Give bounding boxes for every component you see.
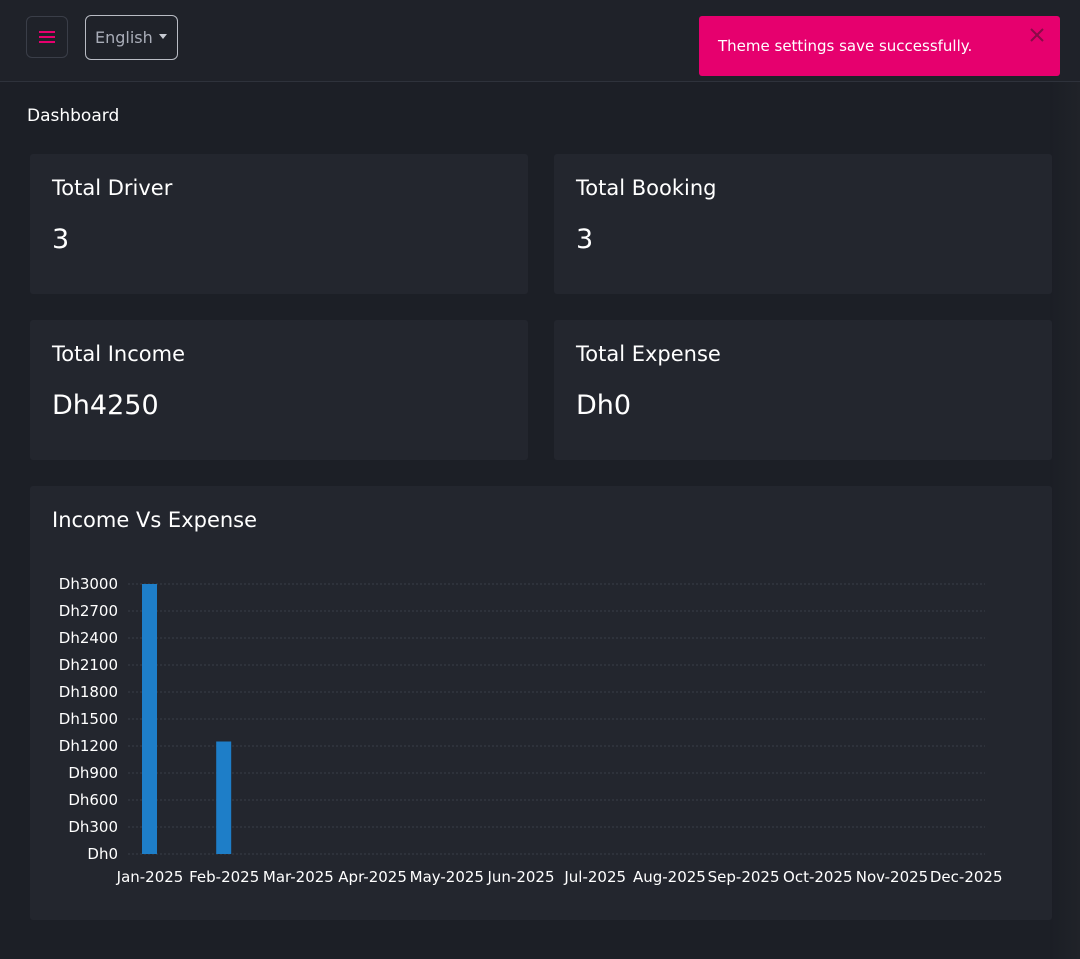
close-icon[interactable] [1028,26,1046,44]
y-tick-label: Dh1200 [59,737,118,755]
x-tick-label: Jul-2025 [563,868,626,886]
stat-label: Total Driver [52,176,173,200]
y-tick-label: Dh3000 [59,575,118,593]
stat-value: 3 [576,224,594,255]
y-tick-label: Dh2100 [59,656,118,674]
toast-message: Theme settings save successfully. [718,37,973,55]
x-tick-label: Jun-2025 [486,868,554,886]
x-tick-label: Sep-2025 [708,868,780,886]
caret-down-icon [159,34,167,39]
stat-label: Total Income [52,342,185,366]
stat-card-total-income: Total Income Dh4250 [30,320,528,460]
x-tick-label: Nov-2025 [856,868,928,886]
stat-card-total-booking: Total Booking 3 [554,154,1052,294]
y-tick-label: Dh1500 [59,710,118,728]
x-tick-label: Jan-2025 [116,868,184,886]
stat-value: Dh4250 [52,390,159,421]
stat-card-total-expense: Total Expense Dh0 [554,320,1052,460]
x-tick-label: Feb-2025 [189,868,259,886]
hamburger-menu-icon [39,31,55,43]
y-tick-label: Dh1800 [59,683,118,701]
bar-jan-2025[interactable] [142,584,157,854]
x-tick-label: May-2025 [410,868,484,886]
x-tick-label: Aug-2025 [633,868,706,886]
language-select[interactable]: English [85,15,178,60]
stat-label: Total Booking [576,176,717,200]
y-tick-label: Dh600 [68,791,118,809]
bar-feb-2025[interactable] [216,741,232,855]
y-tick-label: Dh2700 [59,602,118,620]
stat-card-total-driver: Total Driver 3 [30,154,528,294]
stat-value: Dh0 [576,390,632,421]
side-shade [1050,82,1080,959]
x-tick-label: Apr-2025 [338,868,407,886]
page-title: Dashboard [27,106,120,126]
x-tick-label: Mar-2025 [263,868,334,886]
y-tick-label: Dh300 [68,818,118,836]
y-tick-label: Dh900 [68,764,118,782]
y-tick-label: Dh0 [87,845,118,863]
stat-value: 3 [52,224,70,255]
income-expense-chart-card: Income Vs Expense Dh0 Dh300 Dh600 Dh900 Dh12… [30,486,1052,920]
success-toast: Theme settings save successfully. [699,16,1060,76]
income-expense-chart: Dh0 Dh300 Dh600 Dh900 Dh1200 Dh1500 Dh1800 Dh21… [59,575,1003,886]
chart-title: Income Vs Expense [52,508,258,532]
x-tick-label: Oct-2025 [783,868,853,886]
y-tick-label: Dh2400 [59,629,118,647]
x-tick-label: Dec-2025 [930,868,1003,886]
stat-label: Total Expense [576,342,721,366]
language-select-value: English [95,28,153,47]
menu-button[interactable] [26,16,68,58]
